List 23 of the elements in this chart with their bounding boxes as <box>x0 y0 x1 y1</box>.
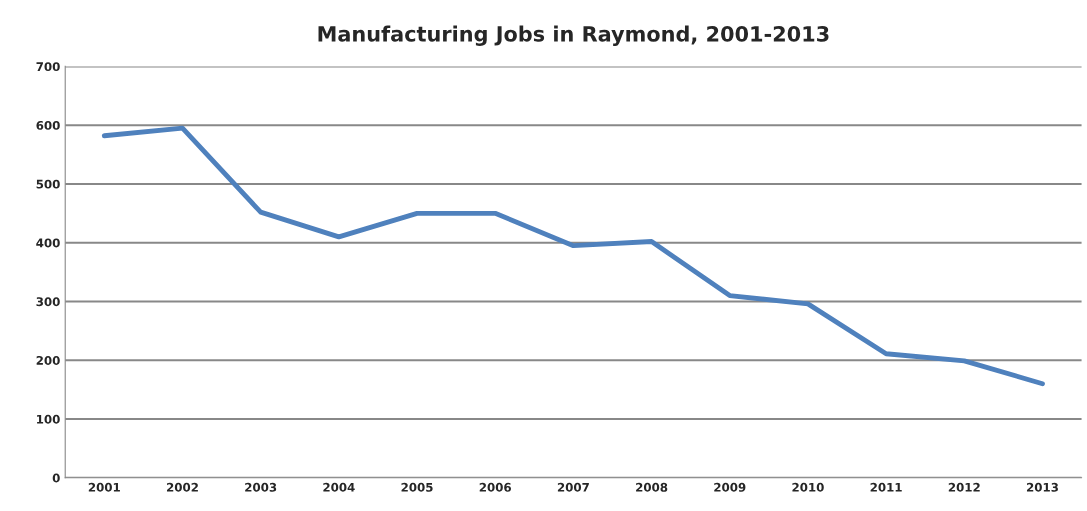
x-tick-label: 2010 <box>792 482 824 492</box>
y-tick-label: 100 <box>37 414 60 424</box>
x-tick-label: 2008 <box>636 482 668 492</box>
y-tick-label: 500 <box>36 179 60 189</box>
x-tick-label: 2005 <box>401 482 433 492</box>
y-tick-label: 0 <box>52 473 60 483</box>
x-tick-label: 2004 <box>323 482 355 492</box>
x-tick-label: 2012 <box>948 482 980 492</box>
x-tick-label: 2003 <box>245 482 277 492</box>
y-tick-label: 200 <box>36 355 60 365</box>
x-tick-label: 2001 <box>88 482 120 492</box>
y-tick-label: 600 <box>36 120 60 130</box>
x-tick-label: 2011 <box>870 482 902 492</box>
x-tick-label: 2002 <box>167 482 198 492</box>
x-tick-label: 2013 <box>1026 482 1058 492</box>
y-tick-label: 400 <box>36 238 60 248</box>
x-tick-label: 2006 <box>479 482 512 492</box>
y-tick-label: 300 <box>36 297 60 307</box>
x-tick-label: 2009 <box>714 482 746 492</box>
line-series <box>101 125 1045 387</box>
chart-title: Manufacturing Jobs in Raymond, 2001-2013 <box>318 25 829 46</box>
x-tick-label: 2007 <box>557 482 589 492</box>
y-tick-label: 700 <box>36 62 60 72</box>
